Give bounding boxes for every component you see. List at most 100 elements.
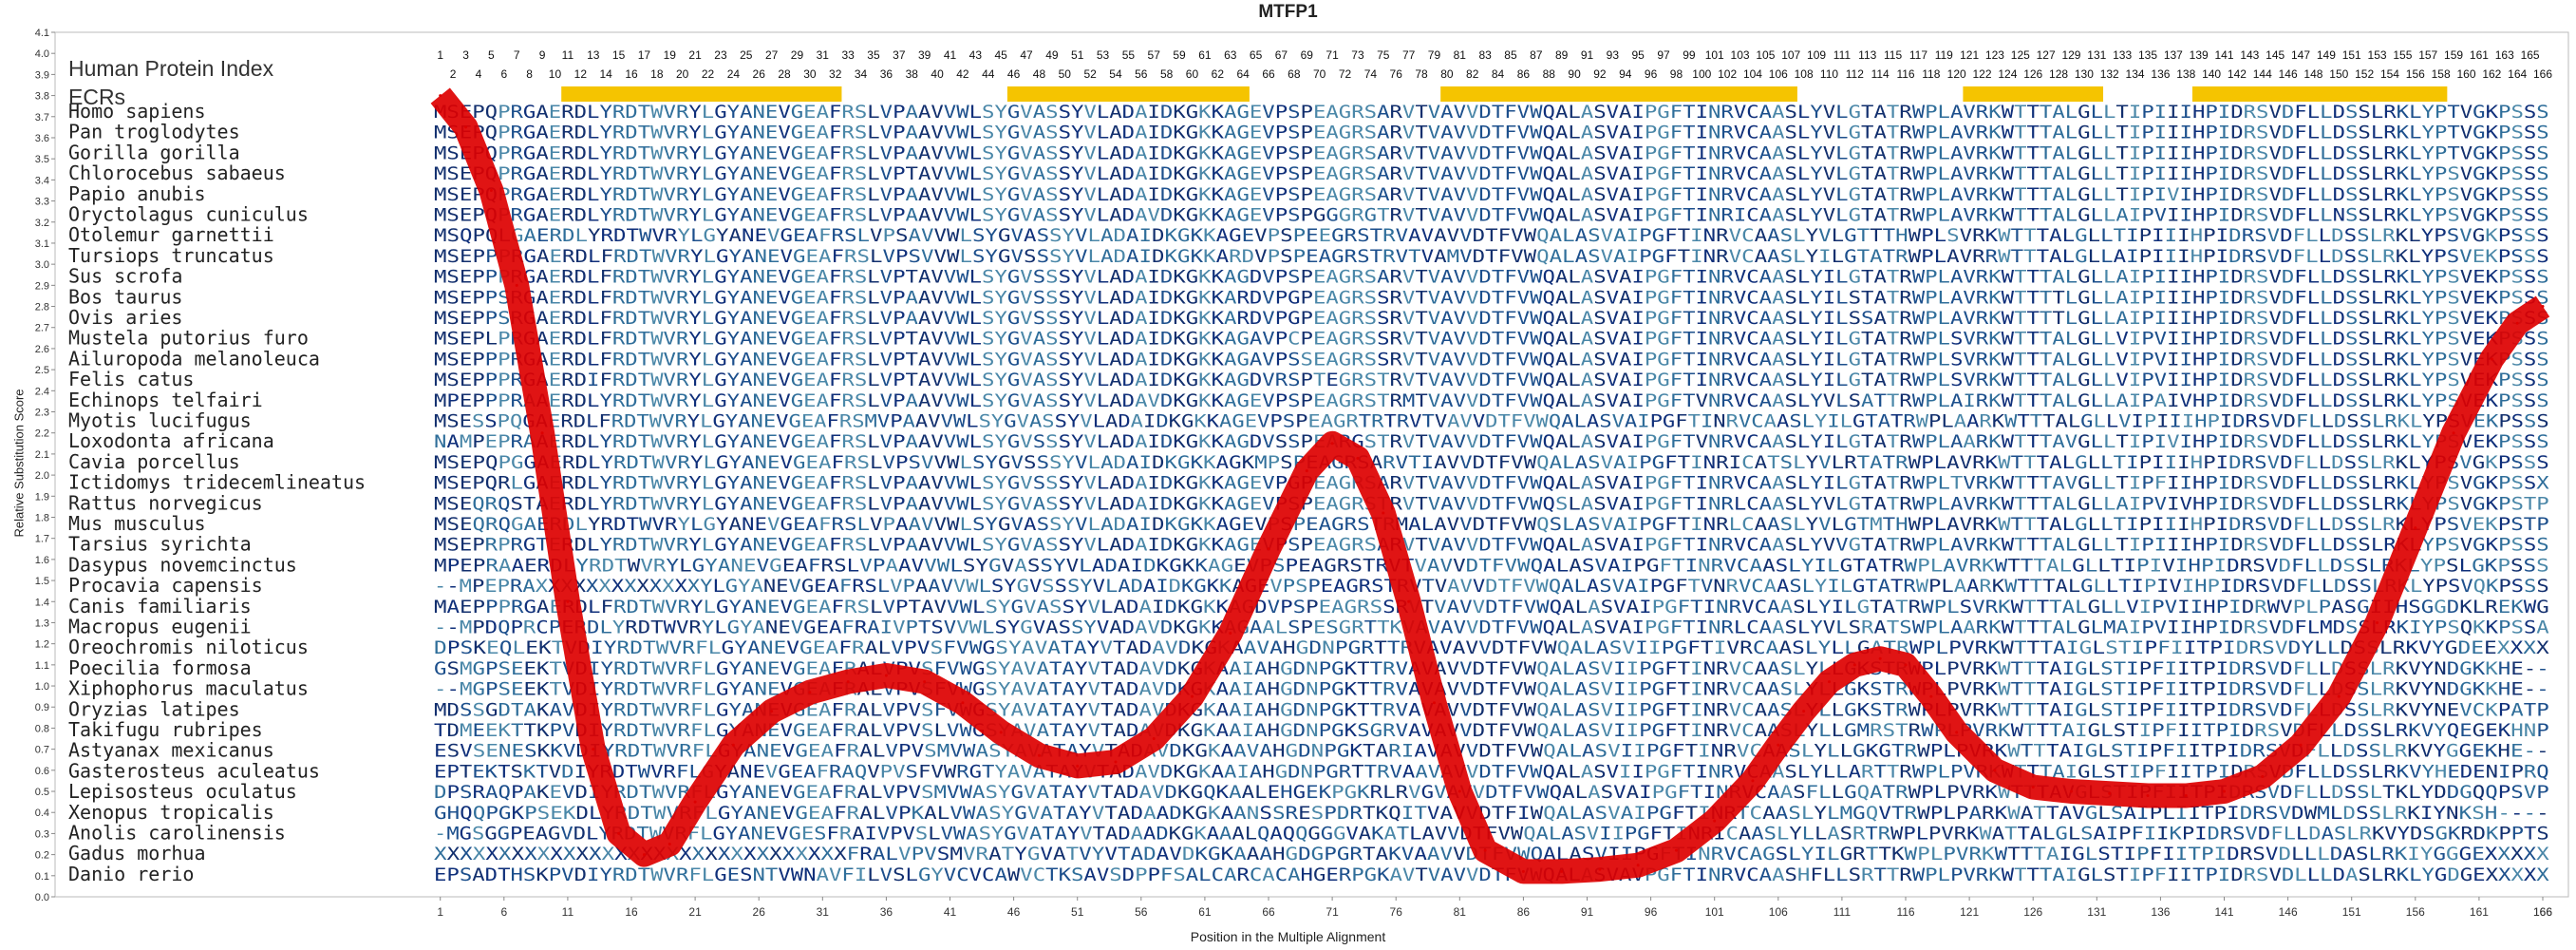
score-point bbox=[2261, 774, 2265, 778]
score-point bbox=[1267, 547, 1270, 551]
protein-index-label: 121 bbox=[1960, 48, 1979, 62]
protein-index-label: 40 bbox=[931, 67, 944, 81]
x-tick-label: 51 bbox=[1071, 905, 1084, 919]
protein-index-label: 51 bbox=[1071, 48, 1084, 62]
protein-index-label: 23 bbox=[714, 48, 727, 62]
protein-index-label: 19 bbox=[664, 48, 677, 62]
protein-index-label: 122 bbox=[1973, 67, 1992, 81]
y-tick-label: 0.6 bbox=[35, 766, 49, 777]
protein-index-label: 79 bbox=[1428, 48, 1441, 62]
protein-index-label: 49 bbox=[1045, 48, 1059, 62]
protein-index-label: 72 bbox=[1339, 67, 1352, 81]
y-tick-label: 1.0 bbox=[35, 681, 49, 693]
chart-title: MTFP1 bbox=[0, 2, 2576, 23]
score-point bbox=[923, 680, 927, 684]
protein-index-label: 28 bbox=[778, 67, 791, 81]
protein-index-label: 85 bbox=[1504, 48, 1517, 62]
y-tick-label: 0.7 bbox=[35, 745, 49, 756]
protein-index-label: 113 bbox=[1858, 48, 1876, 62]
protein-index-label: 13 bbox=[587, 48, 600, 62]
protein-index-label: 63 bbox=[1224, 48, 1237, 62]
protein-index-label: 17 bbox=[638, 48, 651, 62]
y-tick-label: 2.5 bbox=[35, 365, 49, 376]
score-point bbox=[1382, 511, 1385, 515]
y-tick-label: 2.9 bbox=[35, 280, 49, 292]
y-tick-label: 1.9 bbox=[35, 491, 49, 503]
protein-index-label: 101 bbox=[1705, 48, 1724, 62]
protein-index-label: 10 bbox=[549, 67, 562, 81]
protein-index-label: 92 bbox=[1593, 67, 1607, 81]
protein-index-label: 119 bbox=[1935, 48, 1953, 62]
protein-index-label: 54 bbox=[1109, 67, 1122, 81]
protein-index-label: 31 bbox=[817, 48, 830, 62]
protein-index-label: 106 bbox=[1769, 67, 1788, 81]
x-tick-label: 71 bbox=[1326, 905, 1339, 919]
protein-index-label: 42 bbox=[956, 67, 969, 81]
x-tick-label: 76 bbox=[1390, 905, 1403, 919]
y-tick-label: 1.6 bbox=[35, 555, 49, 566]
protein-index-label: 60 bbox=[1186, 67, 1199, 81]
protein-index-label: 162 bbox=[2482, 67, 2501, 81]
protein-index-label: 125 bbox=[2011, 48, 2030, 62]
y-tick-label: 2.0 bbox=[35, 470, 49, 482]
protein-index-label: 38 bbox=[906, 67, 919, 81]
protein-index-label: 81 bbox=[1454, 48, 1467, 62]
protein-index-label: 15 bbox=[612, 48, 626, 62]
protein-index-label: 129 bbox=[2061, 48, 2080, 62]
protein-index-label: 70 bbox=[1313, 67, 1326, 81]
score-point bbox=[2376, 620, 2379, 624]
protein-index-label: 107 bbox=[1781, 48, 1800, 62]
protein-index-label: 34 bbox=[855, 67, 868, 81]
protein-index-label: 102 bbox=[1718, 67, 1737, 81]
protein-index-label: 164 bbox=[2508, 67, 2527, 81]
score-point bbox=[2146, 793, 2150, 797]
protein-index-label: 45 bbox=[995, 48, 1008, 62]
protein-index-label: 39 bbox=[918, 48, 931, 62]
protein-index-label: 150 bbox=[2329, 67, 2348, 81]
y-tick-label: 1.4 bbox=[35, 597, 49, 608]
protein-index-label: 37 bbox=[893, 48, 906, 62]
protein-index-label: 21 bbox=[688, 48, 702, 62]
protein-index-label: 108 bbox=[1795, 67, 1814, 81]
score-point bbox=[2414, 526, 2417, 530]
x-tick-label: 1 bbox=[437, 905, 443, 919]
protein-index-label: 123 bbox=[1985, 48, 2004, 62]
score-point bbox=[884, 674, 888, 677]
protein-index-label: 163 bbox=[2495, 48, 2514, 62]
species-name: Mustela putorius furo bbox=[68, 327, 309, 350]
protein-index-label: 145 bbox=[2266, 48, 2285, 62]
protein-index-label: 165 bbox=[2521, 48, 2540, 62]
species-name: Ailuropoda melanoleuca bbox=[68, 347, 320, 370]
y-tick-label: 0.8 bbox=[35, 723, 49, 734]
x-tick-label: 86 bbox=[1517, 905, 1531, 919]
protein-index-label: 140 bbox=[2202, 67, 2221, 81]
species-name: Xenopus tropicalis bbox=[68, 801, 274, 824]
species-name: Astyanax mexicanus bbox=[68, 739, 274, 762]
score-point bbox=[808, 691, 812, 694]
y-tick-label: 4.1 bbox=[35, 28, 49, 39]
y-tick-label: 0.5 bbox=[35, 787, 49, 798]
protein-index-label: 76 bbox=[1390, 67, 1403, 81]
y-tick-label: 0.2 bbox=[35, 850, 49, 862]
protein-index-label: 2 bbox=[450, 67, 457, 81]
score-point bbox=[1356, 456, 1360, 460]
protein-index-label: 105 bbox=[1756, 48, 1775, 62]
protein-index-label: 27 bbox=[765, 48, 779, 62]
y-tick-label: 1.7 bbox=[35, 534, 49, 545]
protein-index-label: 103 bbox=[1731, 48, 1750, 62]
protein-index-label: 136 bbox=[2151, 67, 2170, 81]
protein-index-label: 116 bbox=[1896, 67, 1914, 81]
protein-index-label: 84 bbox=[1492, 67, 1505, 81]
protein-index-label: 83 bbox=[1478, 48, 1492, 62]
